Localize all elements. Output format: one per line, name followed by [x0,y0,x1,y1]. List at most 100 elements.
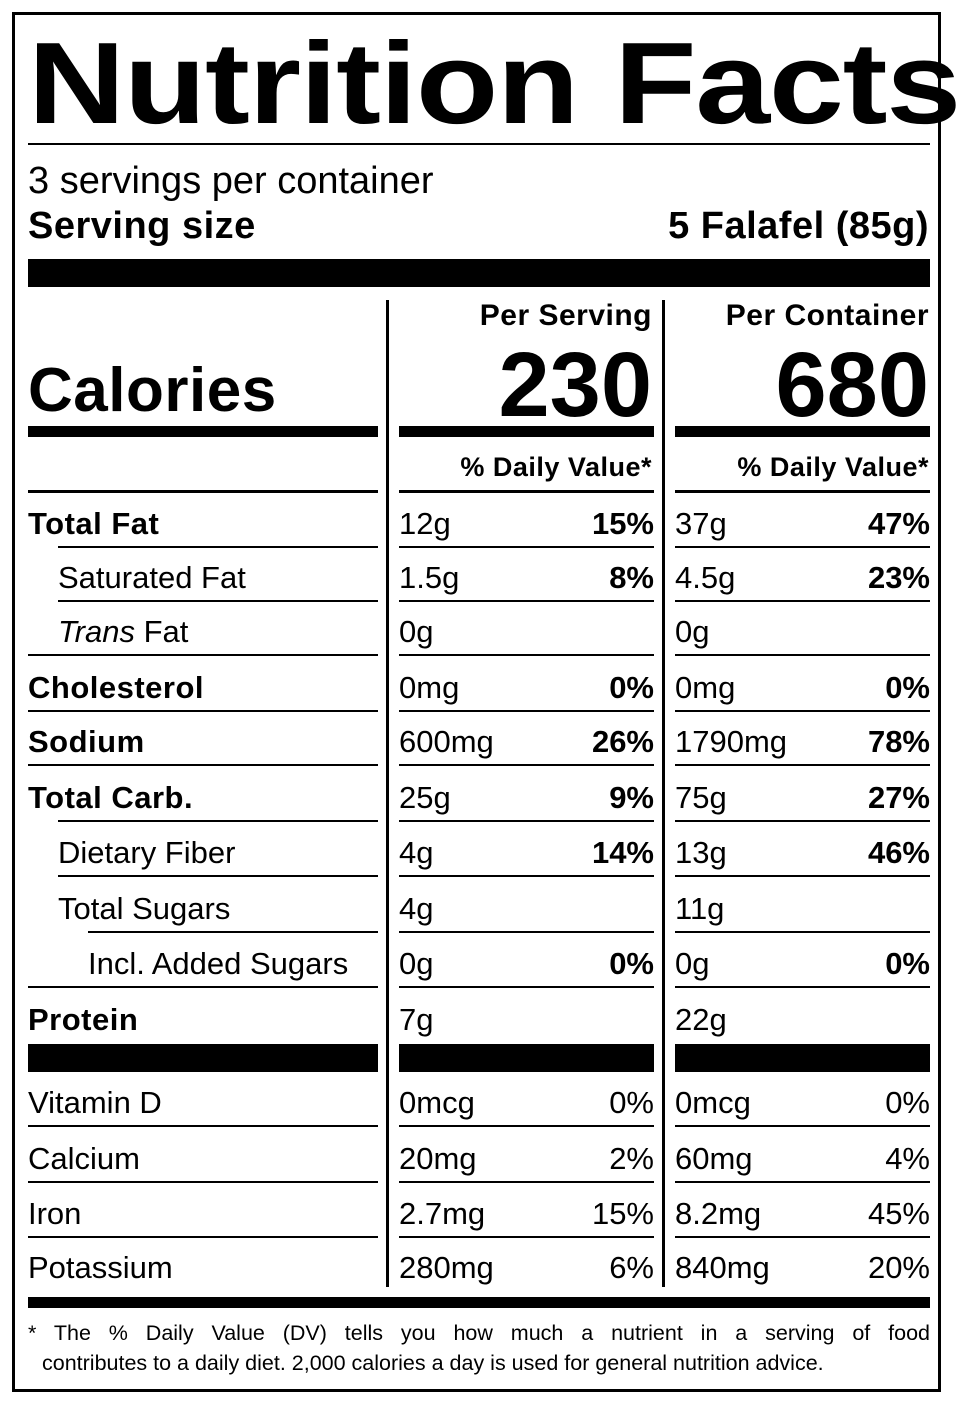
container-amount: 0g [675,946,710,981]
thick-rule-vitamins-serving [399,1044,654,1072]
serving-amount: 2.7mg [399,1196,486,1231]
row-rule [58,875,378,877]
row-rule [28,764,378,766]
row-rule [399,546,654,548]
row-rule [675,764,930,766]
row-rule [58,600,378,602]
nutrient-label-text: Total Fat [28,506,160,541]
container-daily-value: 45% [867,1196,930,1231]
serving-amount: 7g [399,1002,434,1037]
row-rule [675,546,930,548]
serving-daily-value: 9% [609,780,654,815]
nutrient-label: Trans Fat [58,614,188,650]
row-rule [28,654,378,656]
nutrient-label-text: Vitamin D [28,1085,162,1120]
nutrient-label: Calcium [28,1141,140,1177]
serving-amount: 4g [399,835,434,870]
container-amount: 60mg [675,1141,753,1176]
serving-daily-value: 15% [591,1196,654,1231]
row-rule [399,986,654,988]
serving-amount: 4g [399,891,434,926]
nutrient-label: Total Sugars [58,891,230,927]
container-amount: 13g [675,835,727,870]
servings-per-container: 3 servings per container [28,160,434,202]
daily-value-header-serving: % Daily Value* [460,452,652,482]
row-rule [399,931,654,933]
nutrient-label-text: Calcium [28,1141,140,1176]
container-amount: 37g [675,506,727,541]
nutrient-label-text: Potassium [28,1250,173,1285]
nutrient-label: Saturated Fat [58,560,246,596]
container-amount: 75g [675,780,727,815]
vitamin-row: Vitamin D 0mcg 0% 0mcg 0% [0,1081,957,1135]
serving-amount: 20mg [399,1141,477,1176]
serving-amount: 25g [399,780,451,815]
row-rule [675,820,930,822]
container-daily-value: 78% [867,724,930,759]
nutrient-label: Dietary Fiber [58,835,235,871]
nutrient-label: Incl. Added Sugars [88,946,348,982]
nutrient-row: Total Carb. 25g 9% 75g 27% [0,776,957,830]
nutrient-row: Sodium 600mg 26% 1790mg 78% [0,720,957,774]
calories-per-serving: 230 [498,334,653,436]
container-amount: 0g [675,614,710,649]
thick-rule-vitamins-container [675,1044,930,1072]
row-rule [88,931,378,933]
row-rule [675,654,930,656]
container-daily-value: 0% [885,1085,930,1120]
container-daily-value: 0% [885,670,930,705]
vitamin-row: Iron 2.7mg 15% 8.2mg 45% [0,1192,957,1246]
row-rule [399,710,654,712]
serving-amount: 0g [399,614,434,649]
container-amount: 840mg [675,1250,770,1285]
calories-rule-serving [399,426,654,437]
nutrient-row: Saturated Fat 1.5g 8% 4.5g 23% [0,556,957,610]
nutrient-label-text: Dietary Fiber [58,835,236,870]
row-rule [675,986,930,988]
row-rule [675,931,930,933]
footnote-line-2: contributes to a daily diet. 2,000 calor… [42,1351,824,1375]
nutrient-label-text: Saturated Fat [58,560,246,595]
nutrient-row: Total Fat 12g 15% 37g 47% [0,502,957,556]
column-divider-2 [662,300,665,1287]
nutrient-label: Iron [28,1196,81,1232]
calories-rule-label [28,426,378,437]
label-frame [12,12,941,1392]
nutrient-label-text: Total Sugars [58,891,231,926]
nutrient-label-text: Fat [134,614,189,649]
nutrient-row: Incl. Added Sugars 0g 0% 0g 0% [0,942,957,996]
container-daily-value: 27% [867,780,930,815]
per-serving-header: Per Serving [479,299,652,332]
thick-rule-bottom [28,1297,930,1308]
serving-size-value: 5 Falafel (85g) [668,205,929,247]
serving-size-label: Serving size [28,205,256,247]
serving-daily-value: 0% [609,1085,654,1120]
container-amount: 1790mg [675,724,788,759]
row-rule [28,1181,378,1183]
serving-amount: 0g [399,946,434,981]
serving-amount: 0mg [399,670,460,705]
row-rule [28,1125,378,1127]
container-daily-value: 4% [885,1141,930,1176]
serving-amount: 0mcg [399,1085,475,1120]
row-rule [675,1125,930,1127]
column-divider-1 [386,300,389,1287]
label-title: Nutrition Facts [28,18,957,148]
nutrient-row: Total Sugars 4g 11g [0,887,957,941]
dv-rule-serving [399,490,654,493]
container-daily-value: 47% [867,506,930,541]
nutrient-label: Sodium [28,724,145,760]
serving-daily-value: 8% [609,560,654,595]
container-amount: 11g [675,891,725,926]
row-rule [675,1181,930,1183]
row-rule [399,820,654,822]
row-rule [399,1236,654,1238]
serving-daily-value: 26% [591,724,654,759]
vitamin-row: Potassium 280mg 6% 840mg 20% [0,1246,957,1300]
container-amount: 4.5g [675,560,736,595]
thick-rule-vitamins-label [28,1044,378,1072]
calories-rule-container [675,426,930,437]
row-rule [675,600,930,602]
thick-rule-top [28,259,930,287]
vitamin-row: Calcium 20mg 2% 60mg 4% [0,1137,957,1191]
